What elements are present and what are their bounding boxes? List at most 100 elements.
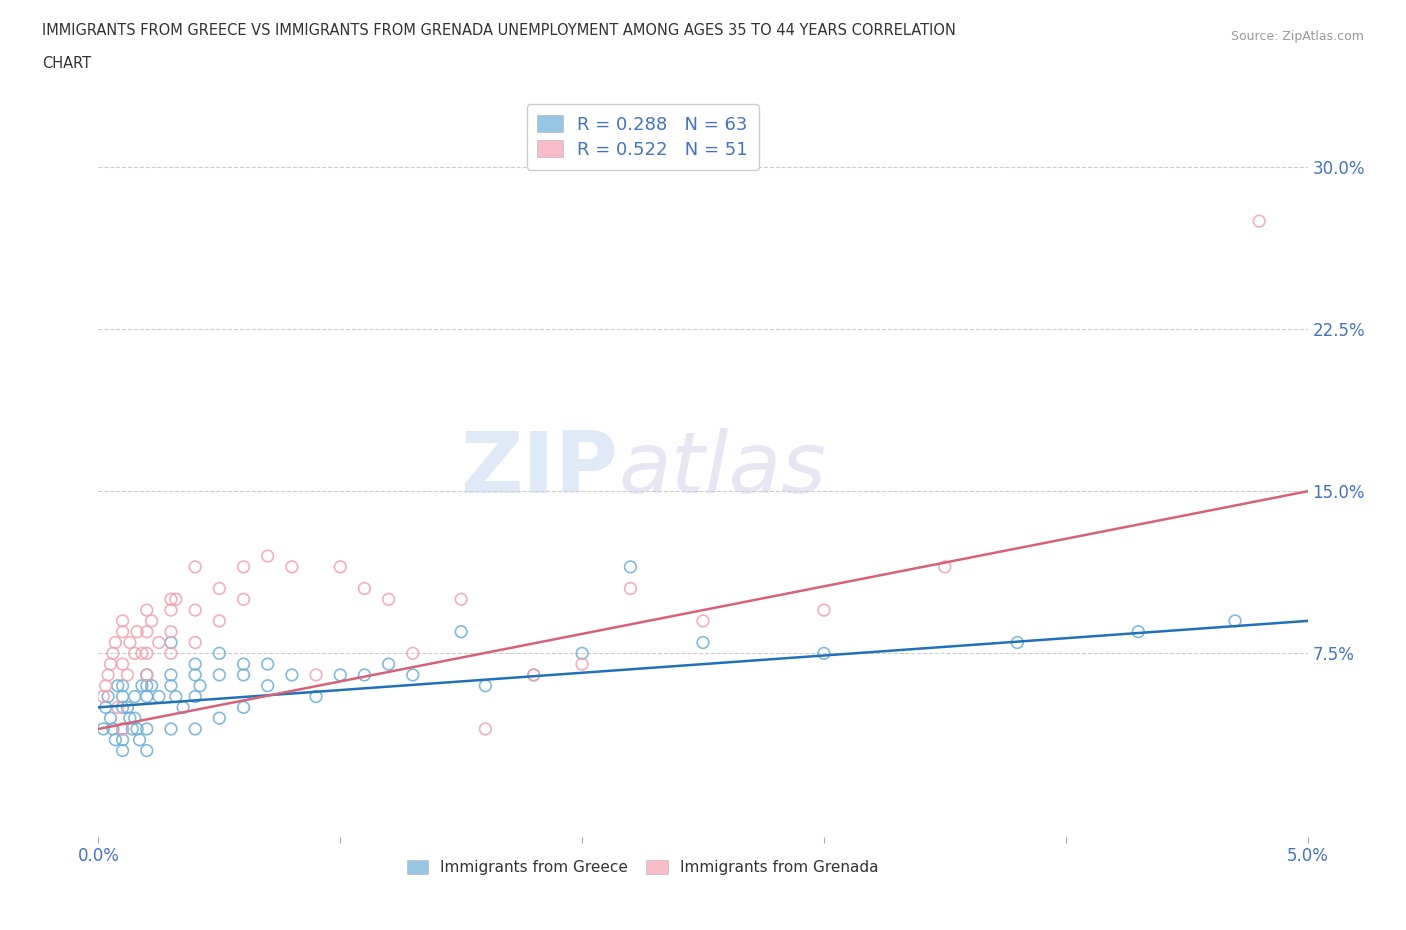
Point	[111, 722, 134, 737]
Point	[111, 657, 134, 671]
Point	[118, 711, 141, 725]
Point	[101, 646, 124, 661]
Point	[111, 700, 134, 715]
Point	[135, 668, 157, 683]
Point	[104, 732, 127, 747]
Point	[172, 700, 194, 715]
Point	[94, 700, 117, 715]
Point	[107, 678, 129, 693]
Point	[135, 624, 157, 639]
Point	[127, 624, 149, 639]
Point	[692, 614, 714, 629]
Point	[97, 689, 120, 704]
Text: atlas: atlas	[619, 428, 827, 512]
Point	[160, 722, 183, 737]
Point	[208, 646, 231, 661]
Point	[619, 560, 641, 575]
Point	[256, 549, 278, 564]
Point	[100, 711, 122, 725]
Point	[813, 603, 835, 618]
Point	[135, 603, 157, 618]
Point	[208, 614, 231, 629]
Point	[208, 581, 231, 596]
Point	[124, 711, 146, 725]
Point	[135, 743, 157, 758]
Point	[184, 603, 207, 618]
Point	[131, 678, 153, 693]
Point	[188, 678, 211, 693]
Point	[135, 689, 157, 704]
Point	[353, 581, 375, 596]
Point	[104, 635, 127, 650]
Point	[165, 591, 187, 606]
Point	[117, 700, 139, 715]
Point	[160, 668, 183, 683]
Point	[208, 711, 231, 725]
Point	[148, 689, 170, 704]
Point	[208, 668, 231, 683]
Point	[402, 668, 425, 683]
Point	[256, 678, 278, 693]
Point	[121, 722, 143, 737]
Legend: Immigrants from Greece, Immigrants from Grenada: Immigrants from Greece, Immigrants from …	[398, 851, 887, 884]
Point	[305, 668, 328, 683]
Point	[100, 657, 122, 671]
Point	[184, 689, 207, 704]
Point	[148, 635, 170, 650]
Point	[377, 591, 399, 606]
Point	[111, 722, 134, 737]
Point	[124, 689, 146, 704]
Point	[111, 624, 134, 639]
Point	[124, 646, 146, 661]
Point	[1128, 624, 1150, 639]
Point	[111, 732, 134, 747]
Point	[619, 581, 641, 596]
Point	[111, 678, 134, 693]
Point	[160, 678, 183, 693]
Point	[131, 646, 153, 661]
Point	[135, 646, 157, 661]
Point	[91, 689, 114, 704]
Point	[118, 635, 141, 650]
Point	[1223, 614, 1246, 629]
Point	[474, 678, 496, 693]
Point	[474, 722, 496, 737]
Point	[160, 646, 183, 661]
Point	[1007, 635, 1029, 650]
Point	[101, 722, 124, 737]
Point	[135, 678, 157, 693]
Point	[128, 732, 150, 747]
Point	[571, 657, 593, 671]
Point	[232, 560, 254, 575]
Point	[813, 646, 835, 661]
Point	[94, 678, 117, 693]
Point	[232, 668, 254, 683]
Point	[111, 743, 134, 758]
Text: ZIP: ZIP	[461, 428, 619, 512]
Point	[111, 689, 134, 704]
Point	[377, 657, 399, 671]
Text: CHART: CHART	[42, 56, 91, 71]
Point	[281, 560, 304, 575]
Point	[281, 668, 304, 683]
Point	[184, 560, 207, 575]
Point	[402, 646, 425, 661]
Point	[450, 591, 472, 606]
Point	[256, 657, 278, 671]
Point	[305, 689, 328, 704]
Point	[160, 603, 183, 618]
Text: IMMIGRANTS FROM GREECE VS IMMIGRANTS FROM GRENADA UNEMPLOYMENT AMONG AGES 35 TO : IMMIGRANTS FROM GREECE VS IMMIGRANTS FRO…	[42, 23, 956, 38]
Text: Source: ZipAtlas.com: Source: ZipAtlas.com	[1230, 30, 1364, 43]
Point	[184, 722, 207, 737]
Point	[353, 668, 375, 683]
Point	[692, 635, 714, 650]
Point	[184, 635, 207, 650]
Point	[160, 624, 183, 639]
Point	[934, 560, 956, 575]
Point	[184, 668, 207, 683]
Point	[232, 657, 254, 671]
Point	[165, 689, 187, 704]
Point	[107, 700, 129, 715]
Point	[91, 722, 114, 737]
Point	[135, 668, 157, 683]
